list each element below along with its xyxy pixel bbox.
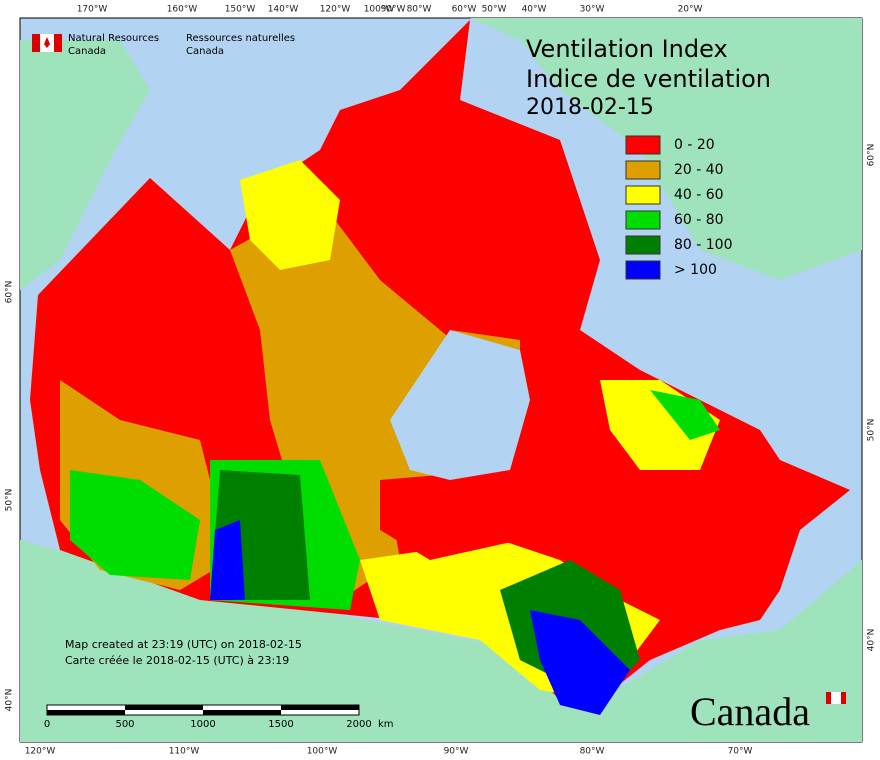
- title: Ventilation Index: [526, 35, 728, 63]
- legend: 0 - 20 20 - 40 40 - 60 60 - 80 80 - 100 > 100: [625, 135, 733, 280]
- legend-swatch: [625, 135, 661, 155]
- lon-label: 120°W: [320, 5, 351, 15]
- org-en: Canada: [68, 46, 106, 57]
- legend-swatch: [625, 210, 661, 230]
- lon-label: 120°W: [25, 747, 56, 757]
- lon-label: 160°W: [167, 5, 198, 15]
- legend-label: 0 - 20: [674, 137, 715, 153]
- lon-label: 100°W: [307, 747, 338, 757]
- note: Map created at 23:19 (UTC) on 2018-02-15: [65, 638, 302, 651]
- legend-swatch: [625, 235, 661, 255]
- scale-unit: km: [378, 719, 394, 730]
- lon-label: 60°W: [452, 5, 477, 15]
- hudson-bay: [390, 330, 530, 480]
- lat-label: 50°N: [867, 419, 877, 442]
- org-en: Natural Resources: [68, 33, 159, 44]
- subtitle: Indice de ventilation: [526, 65, 771, 93]
- graticule: 170°W 160°W 150°W 140°W 120°W 100°W90°W 80°W 60…: [5, 5, 877, 757]
- lon-label: 30°W: [580, 5, 605, 15]
- wordmark: Canada: [690, 689, 846, 734]
- legend-swatch: [625, 260, 661, 280]
- note: Carte créée le 2018-02-15 (UTC) à 23:19: [65, 654, 289, 667]
- lat-label: 60°N: [867, 144, 877, 167]
- lon-label: 70°W: [728, 747, 753, 757]
- lon-label: 170°W: [77, 5, 108, 15]
- logo: Natural Resources Canada Ressources natu…: [32, 33, 295, 57]
- lon-label: 90°W: [444, 747, 469, 757]
- lon-label: 20°W: [678, 5, 703, 15]
- canada-wordmark: Canada: [690, 689, 810, 734]
- org-fr: Ressources naturelles: [186, 33, 295, 44]
- lon-label: 90°W: [381, 5, 406, 15]
- lon-label: 110°W: [169, 747, 200, 757]
- lat-label: 40°N: [867, 629, 877, 652]
- lon-label: 50°W: [482, 5, 507, 15]
- scale-bar: [46, 704, 360, 716]
- legend-swatch: [625, 160, 661, 180]
- land-outside: [20, 18, 862, 742]
- scale-label: 2000: [346, 719, 371, 730]
- legend-label: 80 - 100: [674, 237, 733, 253]
- ocean-text-block: Ventilation Index Indice de ventilation …: [526, 35, 771, 120]
- lon-label: 80°W: [580, 747, 605, 757]
- scale-label: 500: [115, 719, 134, 730]
- lon-label: 40°W: [522, 5, 547, 15]
- lon-label: 140°W: [268, 5, 299, 15]
- legend-swatch: [625, 185, 661, 205]
- legend-label: > 100: [674, 262, 717, 278]
- lat-label: 60°N: [5, 281, 15, 304]
- lat-label: 40°N: [5, 689, 15, 712]
- legend-label: 60 - 80: [674, 212, 724, 228]
- lon-label: 80°W: [407, 5, 432, 15]
- lon-label: 100°W: [364, 5, 395, 15]
- date: 2018-02-15: [526, 95, 654, 120]
- scale-label: 0: [44, 719, 50, 730]
- lat-label: 50°N: [5, 489, 15, 512]
- lon-label: 150°W: [225, 5, 256, 15]
- scale-label: 1500: [268, 719, 293, 730]
- scale-label: 1000: [190, 719, 215, 730]
- org-fr: Canada: [186, 46, 224, 57]
- legend-label: 20 - 40: [674, 162, 724, 178]
- legend-label: 40 - 60: [674, 187, 724, 203]
